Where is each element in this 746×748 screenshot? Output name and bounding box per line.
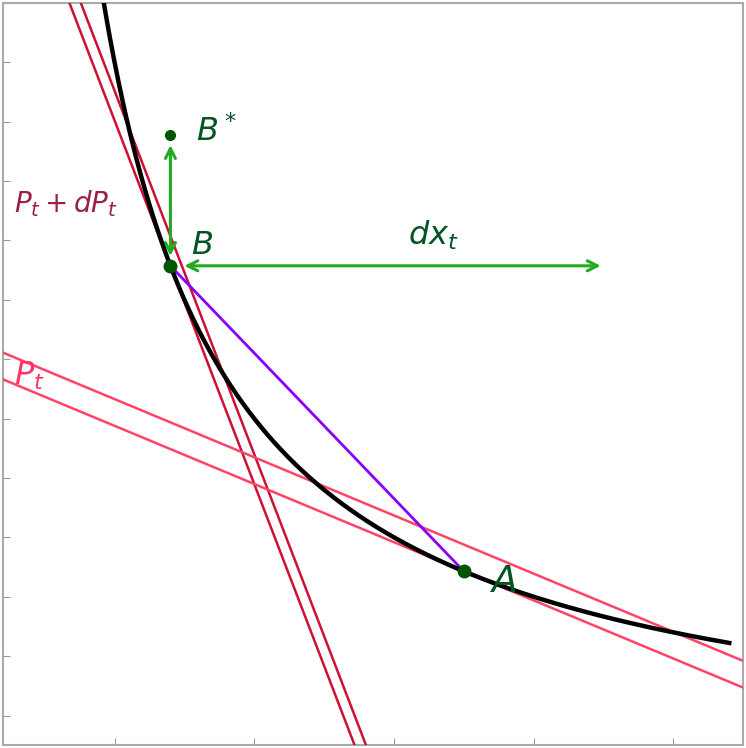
- Text: $P_t$: $P_t$: [14, 360, 45, 392]
- Text: $B^*$: $B^*$: [195, 115, 236, 148]
- Text: $P_t + dP_t$: $P_t + dP_t$: [14, 188, 118, 219]
- Text: $dx_t$: $dx_t$: [408, 219, 459, 252]
- Text: $A$: $A$: [489, 564, 516, 600]
- Text: $B$: $B$: [192, 230, 213, 261]
